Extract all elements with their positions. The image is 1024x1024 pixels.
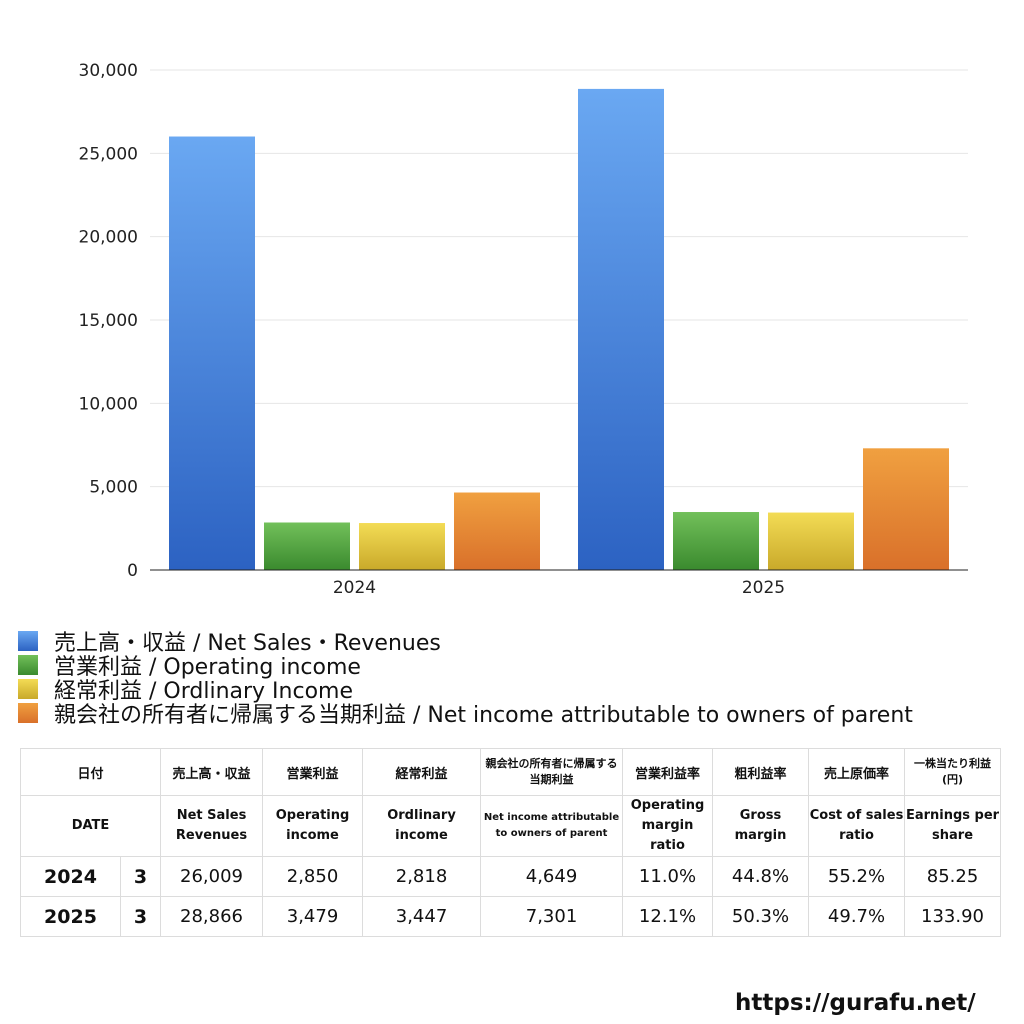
header-eps-jp: 一株当たり利益(円) [904, 748, 1002, 796]
cell-cost: 55.2% [808, 856, 906, 897]
legend: 売上高・収益 / Net Sales・Revenues 営業利益 / Opera… [18, 629, 913, 728]
bar-sales-2024 [169, 136, 255, 570]
legend-label-net: 親会社の所有者に帰属する当期利益 / Net income attributab… [54, 703, 913, 728]
site-url[interactable]: https://gurafu.net/ [735, 990, 976, 1016]
legend-swatch-operating [18, 655, 38, 675]
header-operating-jp: 営業利益 [262, 748, 364, 796]
table-header-row-jp: 日付 売上高・収益 営業利益 経常利益 親会社の所有者に帰属する当期利益 営業利… [19, 748, 1002, 796]
header-net-en: Net income attributable to owners of par… [480, 795, 624, 857]
bar-ordinary-2025 [768, 512, 854, 570]
cell-op-ratio: 11.0% [622, 856, 714, 897]
x-tick-label: 2024 [333, 578, 376, 598]
cell-year: 2024 [20, 856, 121, 897]
y-tick-label: 30,000 [79, 61, 138, 81]
cell-eps: 85.25 [904, 856, 1002, 897]
header-cost-en: Cost of sales ratio [808, 795, 906, 857]
header-date-en: DATE [19, 795, 162, 857]
header-sales-en: Net Sales Revenues [160, 795, 264, 857]
header-net-jp: 親会社の所有者に帰属する当期利益 [480, 748, 624, 796]
y-tick-label: 15,000 [79, 311, 138, 331]
cell-eps: 133.90 [904, 896, 1002, 937]
y-tick-label: 5,000 [89, 478, 138, 498]
legend-item: 売上高・収益 / Net Sales・Revenues [18, 629, 913, 656]
header-sales-jp: 売上高・収益 [160, 748, 264, 796]
bar-net-2025 [863, 448, 949, 570]
cell-gross: 50.3% [712, 896, 810, 937]
table-row: 2024 3 26,009 2,850 2,818 4,649 11.0% 44… [20, 856, 1002, 897]
legend-label-ordinary: 経常利益 / Ordlinary Income [54, 679, 353, 704]
cell-sales: 26,009 [160, 856, 264, 897]
cell-cost: 49.7% [808, 896, 906, 937]
table-header-row-en: DATE Net Sales Revenues Operating income… [19, 795, 1002, 857]
cell-operating: 2,850 [262, 856, 364, 897]
cell-net: 4,649 [480, 856, 624, 897]
header-op-ratio-jp: 営業利益率 [622, 748, 714, 796]
cell-operating: 3,479 [262, 896, 364, 937]
cell-ordinary: 2,818 [362, 856, 482, 897]
bar-operating-2025 [673, 512, 759, 570]
cell-month: 3 [119, 896, 162, 937]
cell-month: 3 [119, 856, 162, 897]
cell-net: 7,301 [480, 896, 624, 937]
cell-ordinary: 3,447 [362, 896, 482, 937]
table-row: 2025 3 28,866 3,479 3,447 7,301 12.1% 50… [20, 896, 1002, 937]
y-tick-label: 25,000 [79, 144, 138, 164]
header-gross-jp: 粗利益率 [712, 748, 810, 796]
legend-item: 経常利益 / Ordlinary Income [18, 677, 913, 704]
y-tick-label: 20,000 [79, 228, 138, 248]
cell-year: 2025 [20, 896, 121, 937]
header-ordinary-en: Ordlinary income [362, 795, 482, 857]
header-cost-jp: 売上原価率 [808, 748, 906, 796]
legend-swatch-ordinary [18, 679, 38, 699]
legend-label-sales: 売上高・収益 / Net Sales・Revenues [54, 631, 441, 656]
y-tick-label: 0 [127, 561, 138, 581]
x-tick-label: 2025 [742, 578, 785, 598]
bar-net-2024 [454, 492, 540, 570]
cell-op-ratio: 12.1% [622, 896, 714, 937]
cell-sales: 28,866 [160, 896, 264, 937]
header-date-jp: 日付 [19, 748, 162, 796]
legend-item: 営業利益 / Operating income [18, 653, 913, 680]
legend-swatch-sales [18, 631, 38, 651]
header-op-ratio-en: Operating margin ratio [622, 795, 714, 857]
header-eps-en: Earnings per share [904, 795, 1002, 857]
header-operating-en: Operating income [262, 795, 364, 857]
legend-item: 親会社の所有者に帰属する当期利益 / Net income attributab… [18, 701, 913, 728]
bar-chart: 0 5,000 10,000 15,000 20,000 25,000 30,000 2024… [79, 61, 968, 598]
legend-swatch-net [18, 703, 38, 723]
bar-sales-2025 [578, 88, 664, 571]
y-tick-label: 10,000 [79, 394, 138, 414]
header-ordinary-jp: 経常利益 [362, 748, 482, 796]
legend-label-operating: 営業利益 / Operating income [54, 655, 361, 680]
bar-ordinary-2024 [359, 523, 445, 570]
bar-operating-2024 [264, 522, 350, 570]
cell-gross: 44.8% [712, 856, 810, 897]
financial-table: 日付 売上高・収益 営業利益 経常利益 親会社の所有者に帰属する当期利益 営業利… [19, 748, 1002, 937]
header-gross-en: Gross margin [712, 795, 810, 857]
